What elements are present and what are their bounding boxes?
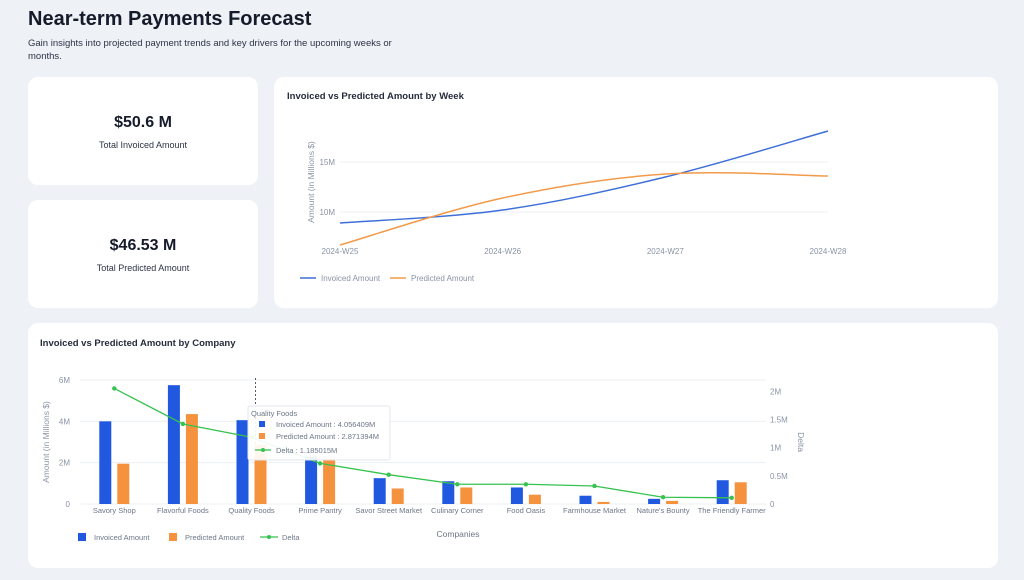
delta-point[interactable]	[180, 421, 186, 427]
company-y-tick-label: 0	[66, 500, 71, 509]
tooltip-swatch	[259, 433, 265, 439]
bar-invoiced[interactable]	[442, 481, 455, 504]
bar-invoiced[interactable]	[99, 421, 112, 504]
bar-invoiced[interactable]	[716, 480, 729, 504]
bar-predicted[interactable]	[528, 494, 541, 504]
bar-predicted[interactable]	[734, 482, 747, 504]
weekly-x-tick-label: 2024-W25	[322, 247, 359, 256]
bar-predicted[interactable]	[185, 414, 198, 504]
tooltip-box	[247, 405, 391, 461]
kpi-label-invoiced: Total Invoiced Amount	[98, 140, 188, 150]
legend-swatch-invoiced	[78, 533, 86, 541]
delta-point[interactable]	[592, 483, 597, 489]
company-bar-chart: 0 2M 4M 6M 0 0.5M 1M 1.5M 2M Amount (in Millions …	[41, 376, 806, 542]
weekly-legend-label: Invoiced Amount	[321, 274, 381, 283]
bar-predicted[interactable]	[666, 500, 679, 504]
company-x-tick-label: Food Oasis	[507, 506, 546, 515]
bar-predicted[interactable]	[597, 501, 610, 504]
company-x-tick-label: Flavorful Foods	[157, 506, 209, 515]
bar-predicted[interactable]	[391, 488, 404, 505]
company-y2-axis-label: Delta	[796, 432, 806, 452]
bar-invoiced[interactable]	[373, 478, 386, 504]
company-y-axis-label: Amount (in Millions $)	[41, 401, 51, 483]
weekly-y-axis-label: Amount (in Millions $)	[306, 141, 316, 223]
delta-point[interactable]	[112, 386, 117, 391]
company-y2-tick-label: 0	[770, 500, 775, 509]
bar-invoiced[interactable]	[305, 456, 318, 504]
tooltip-row: Delta : 1.185015M	[276, 446, 337, 455]
tooltip-row: Predicted Amount : 2.871394M	[276, 432, 379, 441]
company-x-tick-label: Savor Street Market	[355, 506, 423, 515]
weekly-x-tick-label: 2024-W28	[810, 247, 847, 256]
delta-point[interactable]	[660, 495, 666, 500]
delta-point[interactable]	[455, 482, 460, 487]
kpi-label-predicted: Total Predicted Amount	[96, 263, 190, 273]
tooltip-title: Quality Foods	[251, 409, 298, 418]
legend-label-predicted: Predicted Amount	[185, 533, 245, 542]
legend-swatch-delta	[267, 535, 271, 539]
weekly-series-line-invoiced	[339, 130, 829, 224]
delta-point[interactable]	[386, 472, 391, 477]
weekly-legend-label: Predicted Amount	[411, 274, 475, 283]
bar-predicted[interactable]	[323, 458, 336, 504]
legend-swatch-predicted	[169, 533, 177, 541]
company-x-tick-label: Quality Foods	[228, 506, 275, 515]
delta-point[interactable]	[729, 495, 734, 500]
bar-invoiced[interactable]	[236, 420, 249, 504]
company-x-tick-label: Nature's Bounty	[637, 506, 690, 515]
company-y-tick-label: 2M	[59, 459, 70, 468]
weekly-chart-title: Invoiced vs Predicted Amount by Week	[287, 91, 464, 102]
company-y2-tick-label: 1M	[770, 444, 781, 453]
bar-invoiced[interactable]	[510, 487, 523, 504]
company-chart-title: Invoiced vs Predicted Amount by Company	[40, 338, 236, 349]
page-subtitle: Gain insights into projected payment tre…	[28, 38, 392, 62]
kpi-value-invoiced: $50.6 M	[114, 114, 172, 131]
company-y2-tick-label: 1.5M	[770, 415, 788, 424]
weekly-series-line-predicted	[339, 171, 829, 246]
legend-label-delta: Delta	[282, 533, 300, 542]
weekly-x-tick-label: 2024-W26	[484, 247, 521, 256]
company-x-tick-label: The Friendly Farmer	[698, 506, 766, 515]
weekly-chart-card: Invoiced vs Predicted Amount by Week 10M…	[274, 77, 998, 308]
weekly-y-tick-label: 10M	[319, 208, 335, 217]
legend-label-invoiced: Invoiced Amount	[94, 533, 150, 542]
kpi-card-invoiced: $50.6 M Total Invoiced Amount	[28, 77, 258, 185]
kpi-value-predicted: $46.53 M	[109, 237, 177, 254]
company-x-tick-label: Culinary Corner	[431, 506, 484, 515]
company-x-tick-label: Prime Pantry	[298, 506, 342, 515]
kpi-card-predicted: $46.53 M Total Predicted Amount	[28, 200, 258, 308]
delta-line	[114, 387, 732, 499]
weekly-y-tick-label: 15M	[319, 158, 335, 167]
weekly-x-tick-label: 2024-W27	[647, 247, 684, 256]
tooltip-swatch	[261, 448, 265, 452]
company-y-tick-label: 4M	[59, 417, 70, 426]
tooltip-swatch	[259, 421, 265, 427]
company-y-tick-label: 6M	[59, 376, 70, 385]
company-x-tick-label: Farmhouse Market	[563, 506, 627, 515]
page-title: Near-term Payments Forecast	[28, 8, 312, 30]
company-chart-card: Invoiced vs Predicted Amount by Company …	[28, 323, 998, 568]
bar-predicted[interactable]	[460, 487, 473, 504]
delta-point[interactable]	[317, 461, 323, 466]
company-x-tick-label: Savory Shop	[93, 506, 136, 515]
tooltip: Quality Foods Invoiced Amount : 4.056409M…	[247, 405, 391, 461]
delta-point[interactable]	[523, 482, 529, 487]
tooltip-row: Invoiced Amount : 4.056409M	[276, 420, 375, 429]
bar-invoiced[interactable]	[167, 385, 180, 504]
bar-predicted[interactable]	[117, 463, 130, 504]
bar-invoiced[interactable]	[648, 498, 661, 504]
company-y2-tick-label: 2M	[770, 387, 781, 396]
company-x-axis-label: Companies	[437, 529, 480, 539]
company-y2-tick-label: 0.5M	[770, 472, 788, 481]
bar-invoiced[interactable]	[579, 495, 592, 504]
